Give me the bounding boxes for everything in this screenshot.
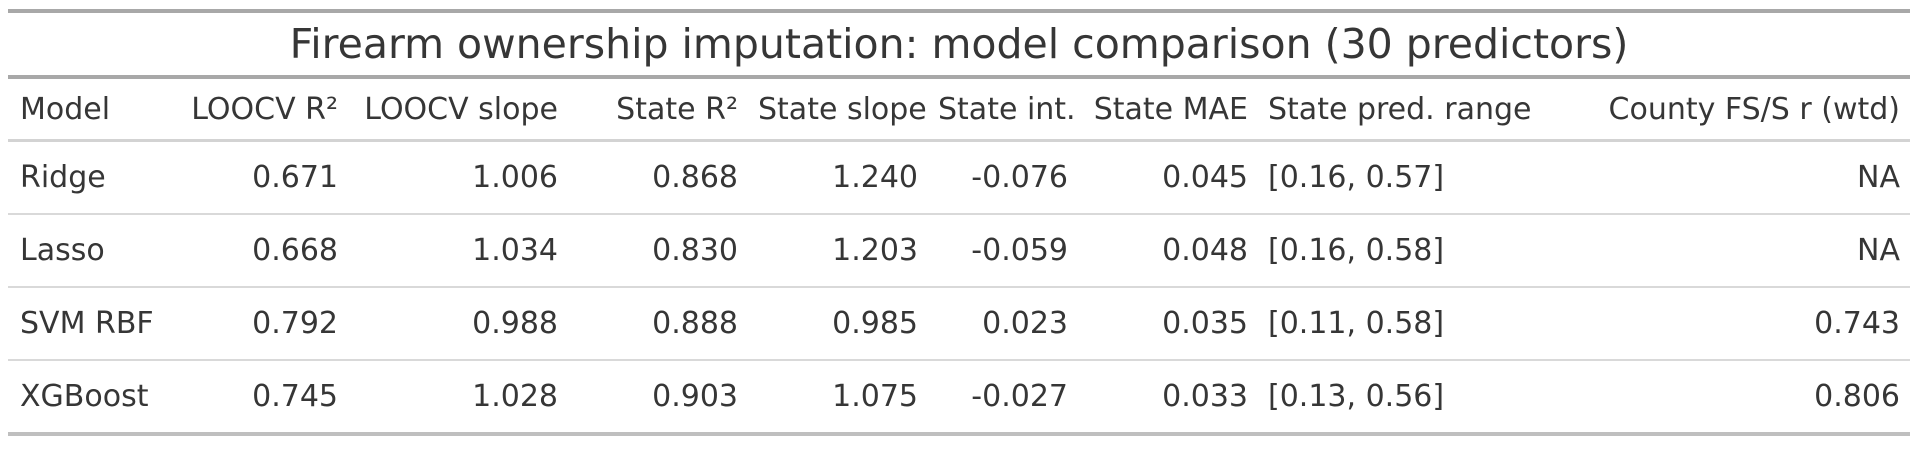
col-header-county-fss-r-wtd: County FS/S r (wtd) [1548,79,1910,142]
cell-state-slope: 1.203 [832,233,918,268]
cell-state-pred-range: [0.16, 0.58] [1268,233,1445,268]
table-row-ridge: Ridge 0.671 1.006 0.868 1.240 -0.076 0.0… [8,141,1910,214]
cell-county-fss-r-wtd: NA [1857,160,1900,195]
cell-loocv-r2: 0.668 [252,233,338,268]
data-table: Model LOOCV R² LOOCV slope State R² Stat… [8,79,1910,436]
cell-county-fss-r-wtd: 0.806 [1814,379,1900,414]
col-header-model: Model [8,79,168,142]
table-title: Firearm ownership imputation: model comp… [8,9,1910,79]
cell-state-mae: 0.048 [1162,233,1248,268]
cell-loocv-slope: 0.988 [472,306,558,341]
table-header-row: Model LOOCV R² LOOCV slope State R² Stat… [8,79,1910,142]
cell-loocv-slope: 1.034 [472,233,558,268]
cell-loocv-r2: 0.745 [252,379,338,414]
table-row-lasso: Lasso 0.668 1.034 0.830 1.203 -0.059 0.0… [8,214,1910,287]
cell-state-slope: 0.985 [832,306,918,341]
cell-state-int: -0.076 [971,160,1068,195]
cell-state-pred-range: [0.13, 0.56] [1268,379,1445,414]
cell-state-r2: 0.888 [652,306,738,341]
cell-state-int: -0.059 [971,233,1068,268]
cell-model: XGBoost [20,379,149,414]
cell-county-fss-r-wtd: 0.743 [1814,306,1900,341]
col-header-state-r2: State R² [568,79,748,142]
cell-loocv-r2: 0.792 [252,306,338,341]
cell-state-slope: 1.075 [832,379,918,414]
cell-loocv-slope: 1.028 [472,379,558,414]
cell-state-pred-range: [0.11, 0.58] [1268,306,1445,341]
col-header-loocv-slope: LOOCV slope [348,79,568,142]
col-header-state-int: State int. [928,79,1078,142]
cell-state-mae: 0.045 [1162,160,1248,195]
cell-loocv-slope: 1.006 [472,160,558,195]
cell-model: Lasso [20,233,105,268]
model-comparison-table: Firearm ownership imputation: model comp… [8,9,1910,436]
cell-county-fss-r-wtd: NA [1857,233,1900,268]
cell-loocv-r2: 0.671 [252,160,338,195]
cell-model: SVM RBF [20,306,154,341]
table-row-xgboost: XGBoost 0.745 1.028 0.903 1.075 -0.027 0… [8,360,1910,434]
cell-state-int: 0.023 [982,306,1068,341]
cell-state-mae: 0.033 [1162,379,1248,414]
cell-state-mae: 0.035 [1162,306,1248,341]
cell-state-r2: 0.830 [652,233,738,268]
cell-state-pred-range: [0.16, 0.57] [1268,160,1445,195]
col-header-state-slope: State slope [748,79,928,142]
cell-state-int: -0.027 [971,379,1068,414]
col-header-loocv-r2: LOOCV R² [168,79,348,142]
cell-state-r2: 0.903 [652,379,738,414]
table-row-svm-rbf: SVM RBF 0.792 0.988 0.888 0.985 0.023 0.… [8,287,1910,360]
cell-state-r2: 0.868 [652,160,738,195]
col-header-state-mae: State MAE [1078,79,1258,142]
cell-model: Ridge [20,160,106,195]
col-header-state-pred-range: State pred. range [1258,79,1548,142]
cell-state-slope: 1.240 [832,160,918,195]
